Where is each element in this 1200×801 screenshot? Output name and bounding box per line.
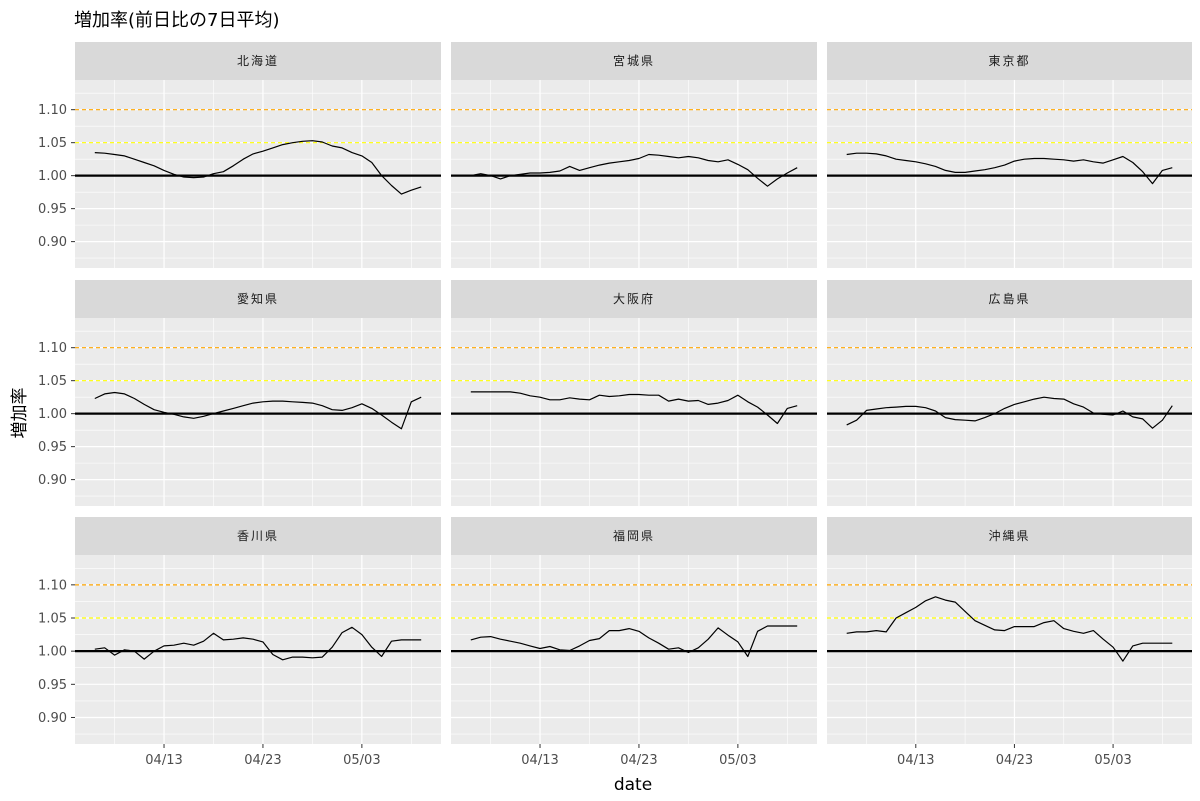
panel-background (827, 80, 1192, 268)
series-line (94, 140, 422, 195)
facet-strip-label: 愛知県 (237, 292, 279, 306)
panel-background (827, 555, 1192, 744)
facet-strip-label: 宮城県 (613, 53, 655, 68)
series-line (470, 153, 798, 187)
series-line (470, 391, 798, 425)
facet-strip (827, 517, 1192, 555)
y-tick-label: 0.90 (38, 473, 67, 488)
facet-strip-label: 福岡県 (613, 528, 655, 543)
facet-strip (75, 42, 441, 80)
facet-panel: 沖縄県 (827, 517, 1192, 744)
series-line (846, 396, 1173, 429)
panel-background (75, 555, 441, 744)
facet-strip (451, 42, 817, 80)
series-line (846, 152, 1173, 185)
series-line (94, 391, 422, 430)
panel-background (827, 318, 1192, 506)
x-tick-label: 04/13 (521, 753, 558, 768)
x-tick-label: 05/03 (719, 753, 756, 768)
facet-panel: 愛知県 (75, 280, 441, 506)
facet-panel: 宮城県 (451, 42, 817, 268)
y-tick-label: 1.10 (38, 103, 67, 118)
x-tick-label: 04/13 (897, 753, 934, 768)
x-tick-label: 04/23 (996, 753, 1033, 768)
facet-panel: 北海道 (75, 42, 441, 268)
y-tick-label: 1.05 (38, 612, 67, 627)
x-tick-label: 05/03 (343, 753, 380, 768)
panel-background (451, 318, 817, 506)
facet-strip (75, 280, 441, 318)
panel-background (451, 555, 817, 744)
facet-strip (451, 517, 817, 555)
facet-strip (75, 517, 441, 555)
y-tick-label: 0.95 (38, 202, 67, 217)
facet-panel: 大阪府 (451, 280, 817, 506)
y-tick-label: 1.10 (38, 578, 67, 593)
facet-panel: 東京都 (827, 42, 1192, 268)
y-tick-label: 1.05 (38, 136, 67, 151)
facet-strip (451, 280, 817, 318)
facet-strip (827, 280, 1192, 318)
x-tick-label: 05/03 (1094, 753, 1131, 768)
x-axis-title: date (614, 775, 652, 795)
panel-background (75, 318, 441, 506)
y-tick-label: 1.05 (38, 374, 67, 389)
y-tick-label: 0.95 (38, 678, 67, 693)
y-tick-label: 1.00 (38, 645, 67, 660)
y-tick-label: 0.90 (38, 235, 67, 250)
y-axis-title: 増加率 (10, 388, 30, 439)
panel-background (451, 80, 817, 268)
facet-strip-label: 沖縄県 (988, 528, 1030, 543)
x-tick-label: 04/23 (244, 753, 281, 768)
x-tick-label: 04/13 (145, 753, 182, 768)
facet-strip (827, 42, 1192, 80)
series-line (470, 625, 798, 658)
y-tick-label: 0.90 (38, 711, 67, 726)
y-tick-label: 1.00 (38, 169, 67, 184)
y-tick-label: 1.10 (38, 341, 67, 356)
series-line (94, 626, 422, 661)
facet-strip-label: 香川県 (237, 529, 279, 543)
facet-strip-label: 大阪府 (613, 291, 655, 306)
facet-strip-label: 北海道 (237, 53, 279, 68)
facet-strip-label: 広島県 (988, 291, 1030, 306)
facet-strip-label: 東京都 (988, 54, 1030, 68)
facet-panel: 広島県 (827, 280, 1192, 506)
y-tick-label: 1.00 (38, 407, 67, 422)
series-line (846, 596, 1173, 662)
y-tick-label: 0.95 (38, 440, 67, 455)
facet-panel: 香川県 (75, 517, 441, 744)
panel-background (75, 80, 441, 268)
facet-panel: 福岡県 (451, 517, 817, 744)
chart-title: 増加率(前日比の7日平均) (74, 10, 280, 31)
x-tick-label: 04/23 (620, 753, 657, 768)
